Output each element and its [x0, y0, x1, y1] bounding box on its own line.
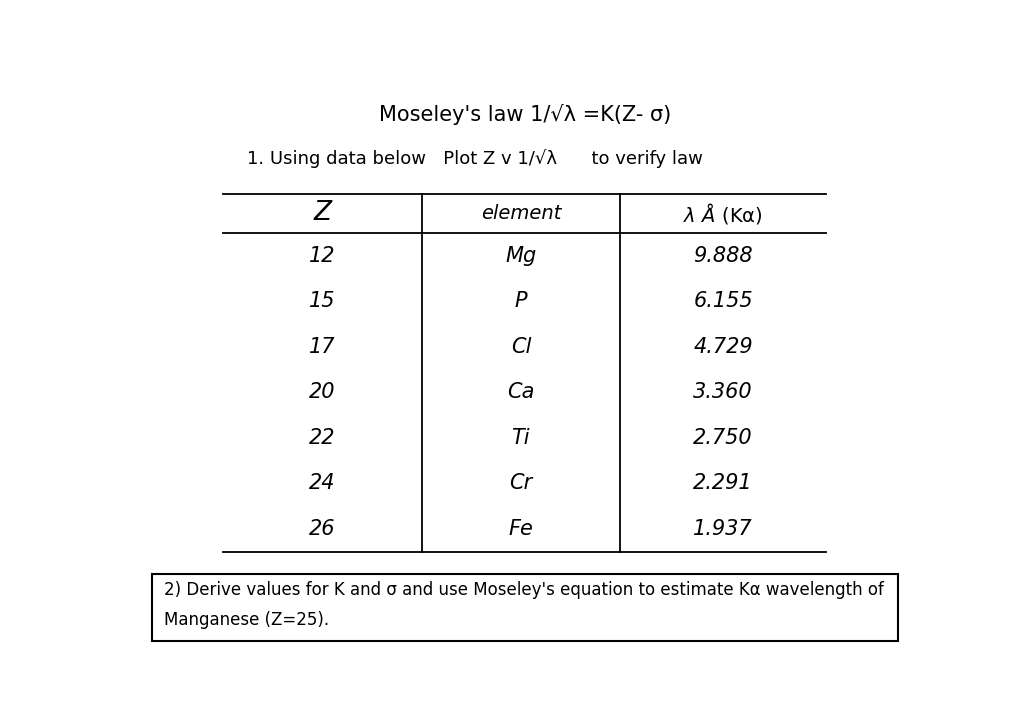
Text: element: element [480, 204, 561, 222]
Text: Z: Z [313, 200, 332, 226]
Text: 1.937: 1.937 [693, 519, 753, 539]
Text: Ti: Ti [512, 428, 530, 448]
Text: 12: 12 [309, 246, 336, 265]
Text: 2.750: 2.750 [693, 428, 753, 448]
Text: 9.888: 9.888 [693, 246, 753, 265]
Text: Ca: Ca [507, 382, 535, 402]
Text: 3.360: 3.360 [693, 382, 753, 402]
Text: 4.729: 4.729 [693, 337, 753, 357]
Text: 2.291: 2.291 [693, 473, 753, 494]
Text: Cl: Cl [511, 337, 531, 357]
Text: $\lambda\ \AA\ \mathrm{(K\alpha)}$: $\lambda\ \AA\ \mathrm{(K\alpha)}$ [683, 201, 763, 225]
Text: P: P [514, 291, 527, 311]
Text: 1. Using data below   Plot Z v 1/√λ      to verify law: 1. Using data below Plot Z v 1/√λ to ver… [247, 149, 702, 168]
Text: 17: 17 [309, 337, 336, 357]
Text: Moseley's law 1/√λ =K(Z- σ): Moseley's law 1/√λ =K(Z- σ) [379, 104, 671, 125]
Text: 24: 24 [309, 473, 336, 494]
Text: 26: 26 [309, 519, 336, 539]
Text: 6.155: 6.155 [693, 291, 753, 311]
FancyBboxPatch shape [152, 574, 898, 641]
Text: Fe: Fe [508, 519, 534, 539]
Text: 22: 22 [309, 428, 336, 448]
Text: 20: 20 [309, 382, 336, 402]
Text: 15: 15 [309, 291, 336, 311]
Text: Cr: Cr [509, 473, 532, 494]
Text: 2) Derive values for K and σ and use Moseley's equation to estimate Kα wavelengt: 2) Derive values for K and σ and use Mos… [164, 582, 884, 629]
Text: Mg: Mg [505, 246, 537, 265]
